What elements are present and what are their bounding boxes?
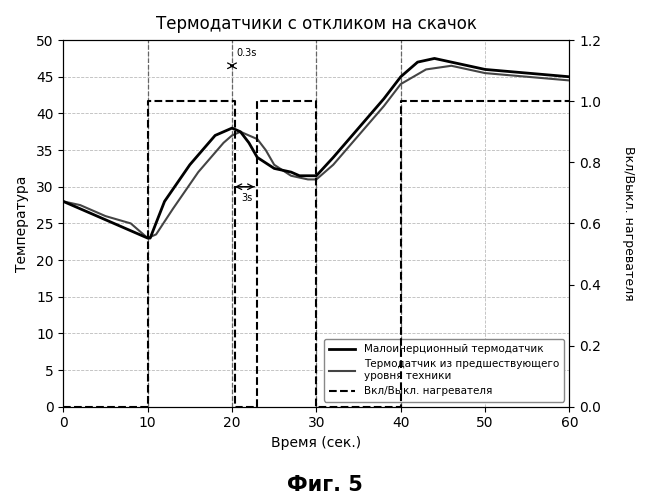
Text: Фиг. 5: Фиг. 5 [287, 475, 363, 495]
Y-axis label: Температура: Температура [15, 175, 29, 272]
Y-axis label: Вкл/Выкл. нагревателя: Вкл/Выкл. нагревателя [622, 146, 635, 300]
Text: 0.3s: 0.3s [236, 48, 257, 58]
X-axis label: Время (сек.): Время (сек.) [271, 436, 361, 450]
Legend: Малоинерционный термодатчик, Термодатчик из предшествующего
уровня техники, Вкл/: Малоинерционный термодатчик, Термодатчик… [324, 339, 564, 402]
Title: Термодатчики с откликом на скачок: Термодатчики с откликом на скачок [156, 15, 477, 33]
Text: 3s: 3s [242, 192, 253, 202]
